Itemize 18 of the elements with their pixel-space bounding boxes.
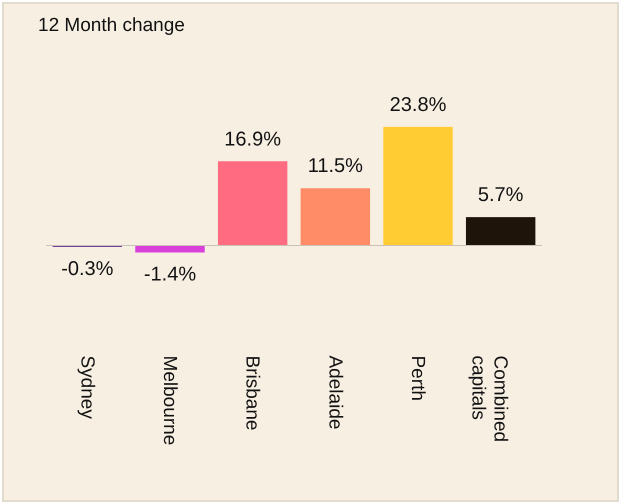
- bar: [300, 188, 370, 246]
- x-tick-label: Adelaide: [324, 356, 346, 430]
- x-tick-label: Combined capitals: [468, 356, 511, 442]
- bar: [135, 246, 205, 253]
- bar: [466, 217, 536, 246]
- data-label: 11.5%: [308, 155, 364, 178]
- x-tick-label: Sydney: [76, 356, 98, 420]
- chart-title: 12 Month change: [38, 15, 185, 36]
- data-label: 23.8%: [390, 94, 447, 116]
- data-label: -1.4%: [144, 264, 196, 286]
- x-tick-label: Perth: [407, 356, 428, 401]
- data-label: 5.7%: [478, 184, 524, 206]
- data-label: 16.9%: [224, 128, 282, 150]
- bar: [218, 161, 288, 246]
- bar: [383, 126, 453, 246]
- x-tick-label: Brisbane: [242, 356, 263, 430]
- data-label: -0.3%: [61, 258, 114, 280]
- x-tick-label: Melbourne: [159, 356, 180, 446]
